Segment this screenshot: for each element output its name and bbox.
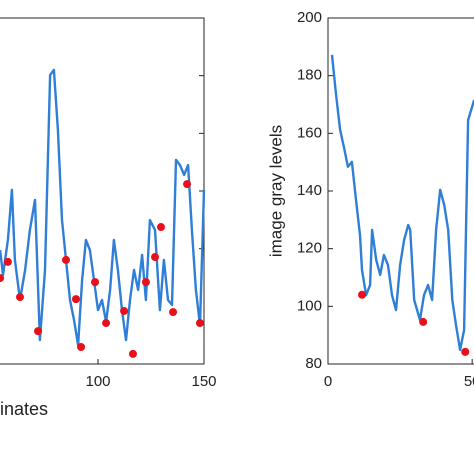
marker [91,278,100,287]
marker [34,327,43,336]
marker [77,342,86,351]
marker [169,308,178,317]
marker [461,347,470,356]
y-tick-label: 120 [297,240,322,257]
x-axis-label: inates [0,399,48,419]
marker [120,306,129,315]
marker [61,255,70,264]
marker [15,293,24,302]
marker [141,278,150,287]
data-line [330,54,474,352]
plot-frame [327,17,474,365]
marker [3,257,12,266]
marker [183,180,192,189]
x-tick-label: 150 [191,373,216,390]
x-tick-label: 100 [85,373,110,390]
marker [0,274,5,283]
data-line [0,68,206,347]
marker [156,223,165,232]
y-tick-label: 100 [297,297,322,314]
marker [102,319,111,328]
y-axis-label: image gray levels [266,125,285,257]
marker [419,317,428,326]
y-tick-label: 140 [297,182,322,199]
y-tick-label: 160 [297,124,322,141]
y-tick-label: 80 [305,355,322,372]
marker [151,253,160,262]
marker [128,349,137,358]
y-tick-label: 180 [297,67,322,84]
marker [358,290,367,299]
marker [71,295,80,304]
x-tick-label: 50 [464,373,474,390]
x-tick-label: 0 [324,373,332,390]
marker [195,319,204,328]
y-tick-label: 200 [297,9,322,26]
